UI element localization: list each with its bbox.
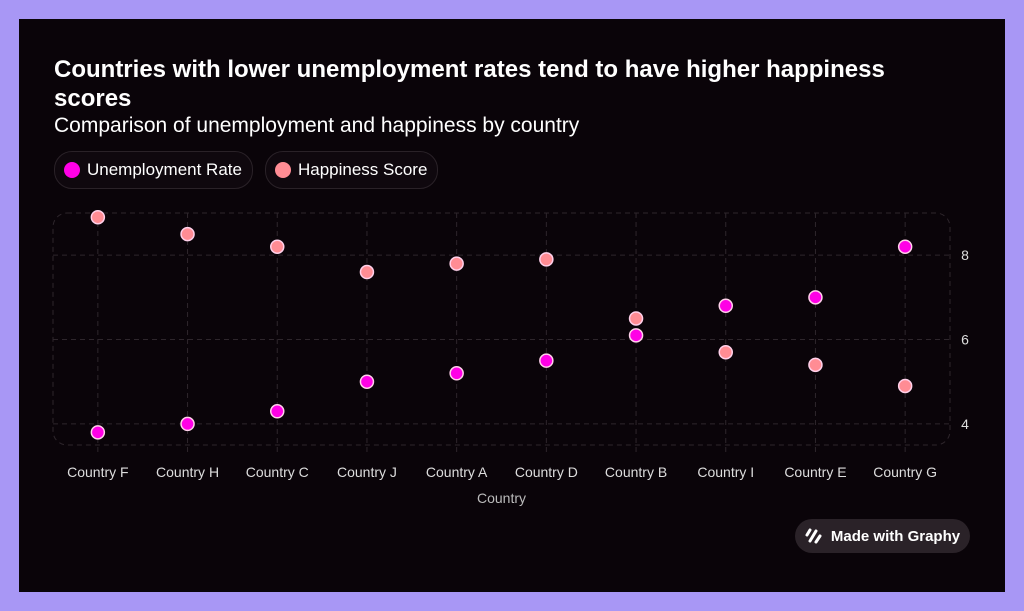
unemployment-point <box>539 353 554 368</box>
x-tick-label: Country C <box>246 464 309 480</box>
made-with-graphy-badge[interactable]: Made with Graphy <box>795 519 970 553</box>
happiness-point <box>180 226 195 242</box>
x-tick-label: Country J <box>337 464 397 480</box>
legend-item-unemployment[interactable]: Unemployment Rate <box>54 151 253 189</box>
unemployment-point <box>180 416 195 432</box>
legend-label: Unemployment Rate <box>87 160 242 179</box>
happiness-point <box>808 357 823 373</box>
chart-title: Countries with lower unemployment rates … <box>54 56 885 112</box>
chart-subtitle: Comparison of unemployment and happiness… <box>54 114 580 137</box>
happiness-point <box>718 344 733 360</box>
plot-area <box>52 212 951 446</box>
happiness-point <box>449 256 464 271</box>
x-tick-label: Country G <box>873 464 937 480</box>
happiness-point <box>270 239 285 254</box>
happiness-point <box>539 252 554 267</box>
legend-label: Happiness Score <box>297 160 428 179</box>
legend-marker <box>64 162 80 178</box>
unemployment-point <box>359 374 375 389</box>
unemployment-point <box>90 425 106 440</box>
x-tick-label: Country H <box>156 464 219 480</box>
unemployment-point <box>808 290 823 305</box>
unemployment-point <box>718 298 733 314</box>
legend: Unemployment Rate Happiness Score <box>54 151 439 189</box>
unemployment-point <box>628 328 644 343</box>
x-tick-label: Country D <box>515 464 578 480</box>
legend-item-happiness[interactable]: Happiness Score <box>264 151 439 189</box>
x-tick-label: Country E <box>784 464 846 480</box>
x-tick-label: Country B <box>605 464 667 480</box>
legend-marker <box>274 162 291 178</box>
unemployment-point <box>449 366 464 381</box>
unemployment-point <box>270 404 285 419</box>
y-tick-label: 6 <box>961 332 969 348</box>
chart-card: Countries with lower unemployment rates … <box>19 19 1005 592</box>
x-tick-label: Country F <box>67 464 128 480</box>
x-tick-label: Country I <box>697 464 754 480</box>
badge-label: Made with Graphy <box>830 527 961 545</box>
y-tick-label: 8 <box>961 247 969 263</box>
x-tick-label: Country A <box>426 464 488 480</box>
x-axis-label: Country <box>477 490 526 506</box>
y-tick-label: 4 <box>961 416 969 432</box>
happiness-point <box>897 378 913 394</box>
graphy-logo-icon <box>805 528 822 544</box>
happiness-point <box>90 209 106 225</box>
happiness-point <box>628 311 644 326</box>
unemployment-point <box>897 239 913 254</box>
happiness-point <box>359 264 375 280</box>
